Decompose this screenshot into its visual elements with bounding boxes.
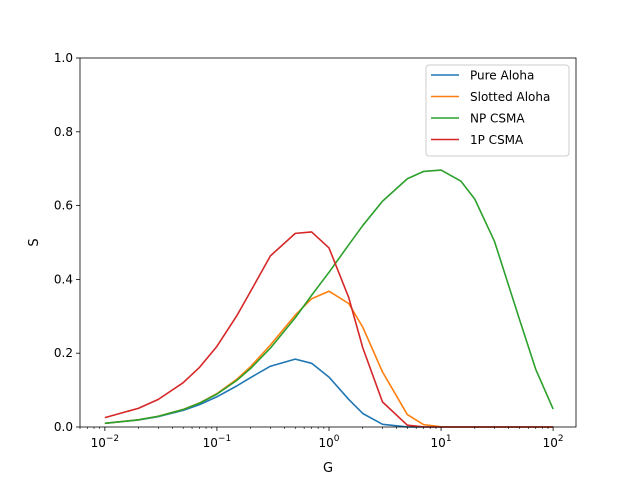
series-layer (104, 169, 554, 428)
y-tick-label: 1.0 (54, 51, 73, 65)
y-axis: 0.0 0.2 0.4 0.6 0.8 1.0 (54, 51, 80, 434)
x-tick-label: 10−1 (203, 434, 232, 450)
legend-label: Pure Aloha (470, 69, 534, 83)
series-line (104, 358, 554, 428)
x-tick-label: 102 (543, 434, 564, 450)
series-line (104, 231, 554, 428)
legend: Pure Aloha Slotted Aloha NP CSMA 1P CSMA (425, 64, 570, 157)
legend-label: Slotted Aloha (470, 90, 550, 104)
plot-frame (79, 57, 577, 428)
x-tick-label: 10−2 (91, 434, 120, 450)
y-axis-label: S (27, 238, 42, 246)
y-tick-label: 0.6 (54, 199, 73, 213)
series-line (104, 169, 554, 425)
y-tick-label: 0.0 (54, 420, 73, 434)
y-tick-label: 0.2 (54, 346, 73, 360)
x-axis: 10−2 10−1 100 101 102 (79, 427, 564, 450)
y-tick-label: 0.8 (54, 125, 73, 139)
x-tick-label: 101 (431, 434, 452, 450)
legend-label: NP CSMA (470, 112, 525, 126)
legend-box (425, 64, 570, 157)
legend-label: 1P CSMA (470, 133, 524, 147)
x-tick-label: 100 (318, 434, 339, 450)
y-tick-label: 0.4 (54, 272, 73, 286)
x-axis-label: G (323, 461, 333, 476)
series-line (104, 290, 554, 428)
